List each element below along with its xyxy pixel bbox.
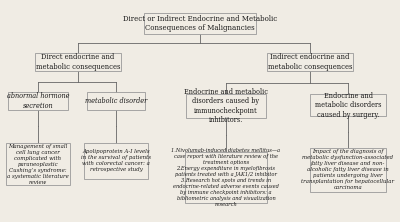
Text: Impact of the diagnosis of
metabolic dysfunction-associated
fatty liver disease : Impact of the diagnosis of metabolic dys…	[302, 149, 394, 190]
FancyBboxPatch shape	[8, 92, 68, 110]
Text: Endocrine and metabolic
disorders caused by
immunocheckpoint
inhibitors.: Endocrine and metabolic disorders caused…	[184, 88, 268, 124]
Text: abnormal hormone
secretion: abnormal hormone secretion	[7, 92, 69, 110]
Text: Apolipoprotein A-I levels
in the survival of patients
with colorectal cancer: a
: Apolipoprotein A-I levels in the surviva…	[81, 149, 151, 172]
FancyBboxPatch shape	[185, 152, 267, 203]
FancyBboxPatch shape	[35, 53, 121, 71]
Text: 1.Nivolumab-induced diabetes mellitus—a
case report with literature review of th: 1.Nivolumab-induced diabetes mellitus—a …	[172, 148, 280, 207]
Text: Indirect endocrine and
metabolic consequences: Indirect endocrine and metabolic consequ…	[268, 54, 352, 71]
Text: Management of small
cell lung cancer
complicated with
paraneoplastic
Cushing’s s: Management of small cell lung cancer com…	[7, 144, 69, 185]
FancyBboxPatch shape	[84, 143, 148, 179]
FancyBboxPatch shape	[6, 143, 70, 185]
FancyBboxPatch shape	[144, 13, 256, 34]
Text: metabolic disorder: metabolic disorder	[85, 97, 147, 105]
Text: Direct or Indirect Endocrine and Metabolic
Consequences of Malignancies: Direct or Indirect Endocrine and Metabol…	[123, 15, 277, 32]
Text: Endocrine and
metabolic disorders
caused by surgery.: Endocrine and metabolic disorders caused…	[315, 91, 381, 119]
FancyBboxPatch shape	[310, 94, 386, 116]
FancyBboxPatch shape	[310, 148, 386, 192]
FancyBboxPatch shape	[267, 53, 353, 71]
FancyBboxPatch shape	[186, 94, 266, 118]
FancyBboxPatch shape	[87, 92, 145, 110]
Text: Direct endocrine and
metabolic consequences: Direct endocrine and metabolic consequen…	[36, 54, 120, 71]
